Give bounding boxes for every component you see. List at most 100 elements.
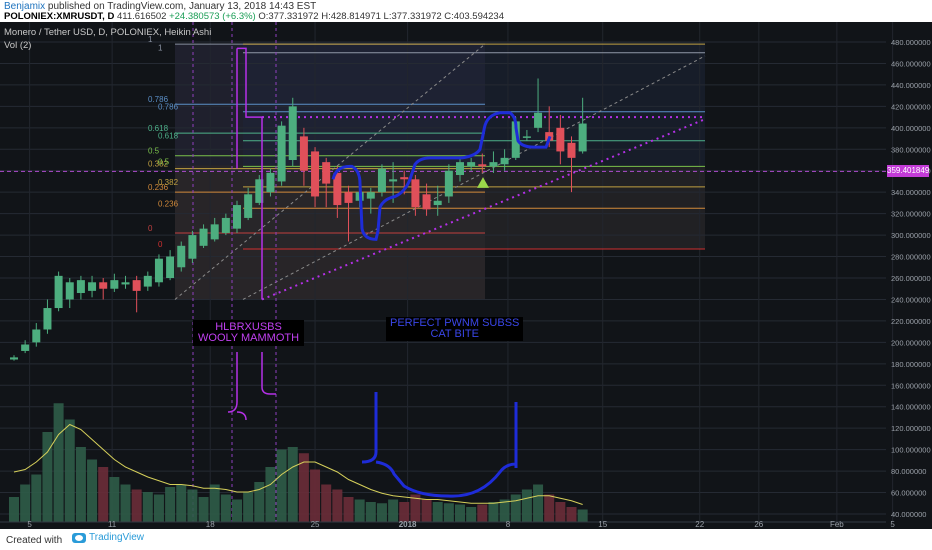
candle-body bbox=[377, 168, 386, 193]
candle-body bbox=[166, 256, 175, 278]
candle-body bbox=[188, 235, 197, 259]
candle-body bbox=[65, 282, 74, 300]
fib-level-left-label: 0.618 bbox=[148, 124, 169, 133]
volume-bar bbox=[131, 489, 142, 522]
volume-bar bbox=[220, 494, 231, 522]
price-axis-label: 480.000000 bbox=[891, 38, 931, 47]
volume-bar bbox=[455, 504, 465, 522]
publish-info: Benjamix published on TradingView.com, J… bbox=[4, 1, 316, 12]
annotation-right-line2: CAT BITE bbox=[430, 328, 479, 340]
fib-level-left-label: 0.236 bbox=[148, 183, 169, 192]
legend-volume: Vol (2) bbox=[4, 40, 32, 51]
time-axis-label: 25 bbox=[311, 520, 320, 529]
footer: Created with TradingView bbox=[0, 529, 932, 550]
volume-bar bbox=[187, 489, 198, 522]
candle-body bbox=[177, 245, 186, 268]
volume-bar bbox=[521, 489, 532, 522]
time-axis-label: Feb bbox=[830, 520, 844, 529]
price-axis-label: 240.000000 bbox=[891, 295, 931, 304]
fib-level-right-label: 0.382 bbox=[158, 178, 179, 187]
volume-bar bbox=[198, 497, 209, 522]
volume-bar bbox=[421, 499, 432, 522]
candle-body bbox=[132, 280, 141, 291]
volume-bar bbox=[298, 453, 309, 522]
candle-body bbox=[255, 179, 264, 203]
volume-bar bbox=[388, 499, 399, 522]
volume-bar bbox=[376, 503, 387, 522]
time-axis-label: 22 bbox=[695, 520, 704, 529]
published-text: published on TradingView.com, January 13… bbox=[47, 1, 317, 12]
top-bar: Benjamix published on TradingView.com, J… bbox=[0, 0, 932, 22]
candle-body bbox=[444, 170, 453, 197]
candle-body bbox=[578, 123, 587, 152]
price-axis-label: 180.000000 bbox=[891, 360, 931, 369]
fib-level-right-label: 0.5 bbox=[158, 157, 170, 166]
candle-body bbox=[322, 162, 331, 184]
fib-level-right-label: 0.786 bbox=[158, 103, 179, 112]
fib-level-right-label: 0.236 bbox=[158, 199, 179, 208]
volume-bar bbox=[87, 459, 98, 522]
volume-bar bbox=[232, 499, 242, 522]
author-link[interactable]: Benjamix bbox=[4, 1, 46, 12]
price-axis-label: 100.000000 bbox=[891, 446, 931, 455]
blue-volume-bracket bbox=[361, 392, 518, 498]
volume-bar bbox=[343, 497, 354, 522]
candle-body bbox=[233, 205, 241, 229]
volume-bar bbox=[499, 499, 510, 522]
tradingview-name: TradingView bbox=[89, 532, 145, 543]
candle-body bbox=[266, 172, 275, 193]
volume-bar bbox=[332, 489, 343, 522]
price-chart-svg[interactable]: 10.7860.6180.50.3820.236010.7860.6180.50… bbox=[0, 22, 932, 529]
candle-body bbox=[21, 344, 30, 351]
candle-body bbox=[400, 177, 409, 180]
candle-body bbox=[221, 217, 230, 233]
volume-bar bbox=[544, 494, 555, 522]
candle-body bbox=[456, 162, 464, 176]
chart-area[interactable]: 1 0.786 0.618 0.5 0.382 0.236 0 1 0.786 0.618 0.5 0… bbox=[0, 22, 932, 529]
price-axis-label: 460.000000 bbox=[891, 59, 931, 68]
volume-bar bbox=[42, 432, 53, 522]
tradingview-brand[interactable]: TradingView bbox=[72, 532, 144, 543]
volume-bar bbox=[410, 494, 421, 522]
volume-bar bbox=[254, 482, 265, 522]
price-axis-label: 400.000000 bbox=[891, 124, 931, 133]
candle-body bbox=[333, 172, 342, 206]
candle-body bbox=[244, 194, 253, 218]
candle-body bbox=[54, 275, 63, 309]
price-axis-label: 420.000000 bbox=[891, 102, 931, 111]
volume-bar bbox=[176, 484, 187, 522]
candle-body bbox=[143, 275, 152, 287]
fib-level-left-label: 0.786 bbox=[148, 95, 169, 104]
volume-bar bbox=[443, 503, 454, 522]
candle-body bbox=[311, 151, 320, 197]
volume-bar bbox=[75, 447, 86, 522]
candle-body bbox=[43, 308, 52, 330]
price-axis-label: 320.000000 bbox=[891, 210, 931, 219]
volume-bar bbox=[566, 507, 577, 522]
fib-level-left-label: 0.5 bbox=[148, 147, 160, 156]
candle-body bbox=[366, 192, 375, 199]
fib-level-right-label: 0 bbox=[158, 240, 163, 249]
candle-body bbox=[556, 127, 565, 152]
annotation-left-line2: WOOLY MAMMOTH bbox=[198, 332, 300, 344]
candle-body bbox=[344, 192, 353, 203]
candle-body bbox=[121, 282, 130, 285]
volume-bar bbox=[577, 509, 588, 522]
candle-body bbox=[288, 106, 297, 160]
volume-bar bbox=[153, 494, 164, 522]
candle-body bbox=[110, 280, 119, 289]
candle-body bbox=[99, 282, 108, 289]
created-with-text: Created with bbox=[6, 535, 63, 546]
price-axis-label: 40.000000 bbox=[891, 510, 926, 519]
volume-bar bbox=[555, 502, 566, 522]
volume-bar bbox=[243, 492, 254, 522]
legend-title: Monero / Tether USD, D, POLONIEX, Heikin… bbox=[4, 27, 212, 38]
candle-body bbox=[433, 200, 442, 206]
candle-body bbox=[76, 280, 85, 294]
candle-body bbox=[522, 136, 531, 138]
annotation-wooly-mammoth: HLBRXUSBS WOOLY MAMMOTH bbox=[193, 320, 305, 346]
price-axis-label: 60.000000 bbox=[891, 489, 926, 498]
volume-bar bbox=[533, 484, 544, 522]
volume-bar bbox=[265, 467, 276, 522]
price-axis-label: 200.000000 bbox=[891, 338, 931, 347]
